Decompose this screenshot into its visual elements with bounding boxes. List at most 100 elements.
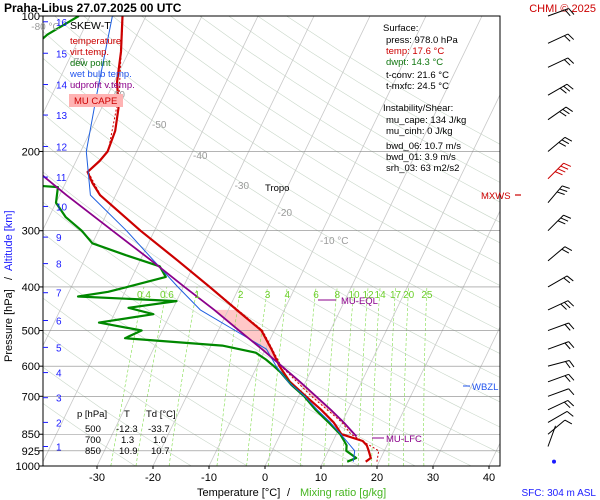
isotherm-line [320,93,500,466]
y-axis-label-separator: / [3,276,15,280]
legend: SKEW-T temperature virt.temp. dew point … [69,20,135,107]
mixing-ratio-label: 17 [390,290,402,301]
dry-adiabat [43,31,500,331]
x-axis-label-temperature: Temperature [°C] [197,487,280,499]
table-cell: 700 [85,435,101,446]
table-header-t: T [124,409,130,420]
table-header-td: Td [°C] [146,409,176,420]
isotherm-line [43,16,259,463]
pressure-tick-label: 500 [22,326,40,338]
wind-barb-shaft [547,359,570,367]
dry-adiabat [199,16,500,203]
wind-barb-feather [564,136,573,142]
plot-area [43,16,500,466]
wind-barb-feather [556,191,565,195]
dry-adiabat [43,85,500,378]
mu-lfc-label: MU-LFC [386,434,422,445]
temperature-tick-label: 30 [427,472,439,484]
mixing-ratio-label: 10 [348,290,360,301]
credit-label: CHMI © 2025 [529,3,596,15]
y-axis-label: Pressure [hPa] / Altitude [km] [3,210,15,362]
surface-press: press: 978.0 hPa [386,35,459,46]
pressure-tick-label: 100 [22,11,40,23]
mixing-ratio-label: 20 [403,290,415,301]
mixing-ratio-label: 3 [265,290,271,301]
isotherm-label: -50 [152,120,167,131]
wind-barb-feather [562,108,570,115]
altitude-tick-label: 16 [56,18,68,29]
mixing-ratio-label: 25 [421,290,433,301]
wind-barb-feather [568,8,575,15]
pressure-tick-label: 925 [22,446,40,458]
wind-barb-shaft [547,410,568,423]
wind-barb-shaft [547,388,569,397]
isotherm-line [152,16,371,466]
isotherm-line [488,442,500,466]
temperature-tick-label: -10 [201,472,217,484]
isotherm-line [432,326,500,466]
wind-barb-shaft [547,322,569,332]
dry-adiabat [83,16,500,286]
pressure-tick-label: 1000 [16,461,40,473]
pressure-tick-label: 700 [22,391,40,403]
wind-barb-feather [557,220,566,225]
wind-barb-feather [557,168,566,173]
legend-title: SKEW-T [70,20,111,32]
mixing-ratio-line [371,286,381,466]
surface-temp: temp: 17.6 °C [386,46,444,57]
y-axis-label-altitude: Altitude [km] [3,210,15,271]
wind-barb-feather [561,139,570,145]
wind-barb-feather [566,275,574,282]
wind-barb-feather [564,301,571,309]
mixing-ratio-line [323,286,338,466]
altitude-tick-label: 15 [56,49,68,60]
wind-barb-feather [559,188,568,192]
wind-barb-feather [564,342,571,350]
wind-barb-shaft [547,33,569,44]
wind-barb-feather [567,400,575,407]
instability-bwd06: bwd_06: 10.7 m/s [386,141,461,152]
wind-barb-feather [564,419,573,425]
plot-frame [42,15,501,467]
altitude-tick-label: 3 [56,394,62,405]
table-cell: 850 [85,446,101,457]
wind-barb-feather [564,246,573,251]
instability-bwd01: bwd_01: 3.9 m/s [386,152,456,163]
wind-barb-feather [565,106,573,112]
isotherm-label: -80 °C [31,22,59,33]
legend-item-temperature: temperature [70,36,121,47]
wind-barb-shaft [547,57,569,68]
isotherm-label: -30 [235,181,250,192]
wind-barb-shaft [547,214,564,232]
wind-barb-feather [566,83,574,90]
altitude-tick-label: 1 [56,442,62,453]
wind-barb-feather [564,59,571,66]
isotherm-line [208,16,427,466]
table-cell: 500 [85,424,101,435]
mu-eql-label: MU-EQL [341,296,378,307]
mixing-ratio-label: 0.6 [160,290,174,301]
surface-panel: Surface: press: 978.0 hPa temp: 17.6 °C … [383,23,466,174]
series-virt-temp [87,16,380,462]
mixing-ratio-label: 1 [194,290,200,301]
wind-barb-feather [567,57,575,64]
mixing-ratio-label: 0.4 [137,290,151,301]
wind-barb-feather [558,141,567,147]
dry-adiabat [43,113,500,403]
temperature-tick-label: 20 [371,472,383,484]
mixing-ratio-label: 4 [284,290,290,301]
wind-barb-feather [566,411,574,417]
surface-title: Surface: [383,23,418,34]
mixing-ratio-line [246,286,268,466]
wind-barb-shaft [547,400,569,411]
isotherm-line [264,16,483,466]
pressure-tick-label: 400 [22,282,40,294]
wind-barb-feather [564,35,571,42]
altitude-tick-label: 5 [56,343,62,354]
wind-barb-feather [561,185,570,189]
x-axis-label-mixing: Mixing ratio [g/kg] [300,487,386,499]
dry-adiabat [141,16,500,244]
temperature-tick-label: 40 [483,472,495,484]
